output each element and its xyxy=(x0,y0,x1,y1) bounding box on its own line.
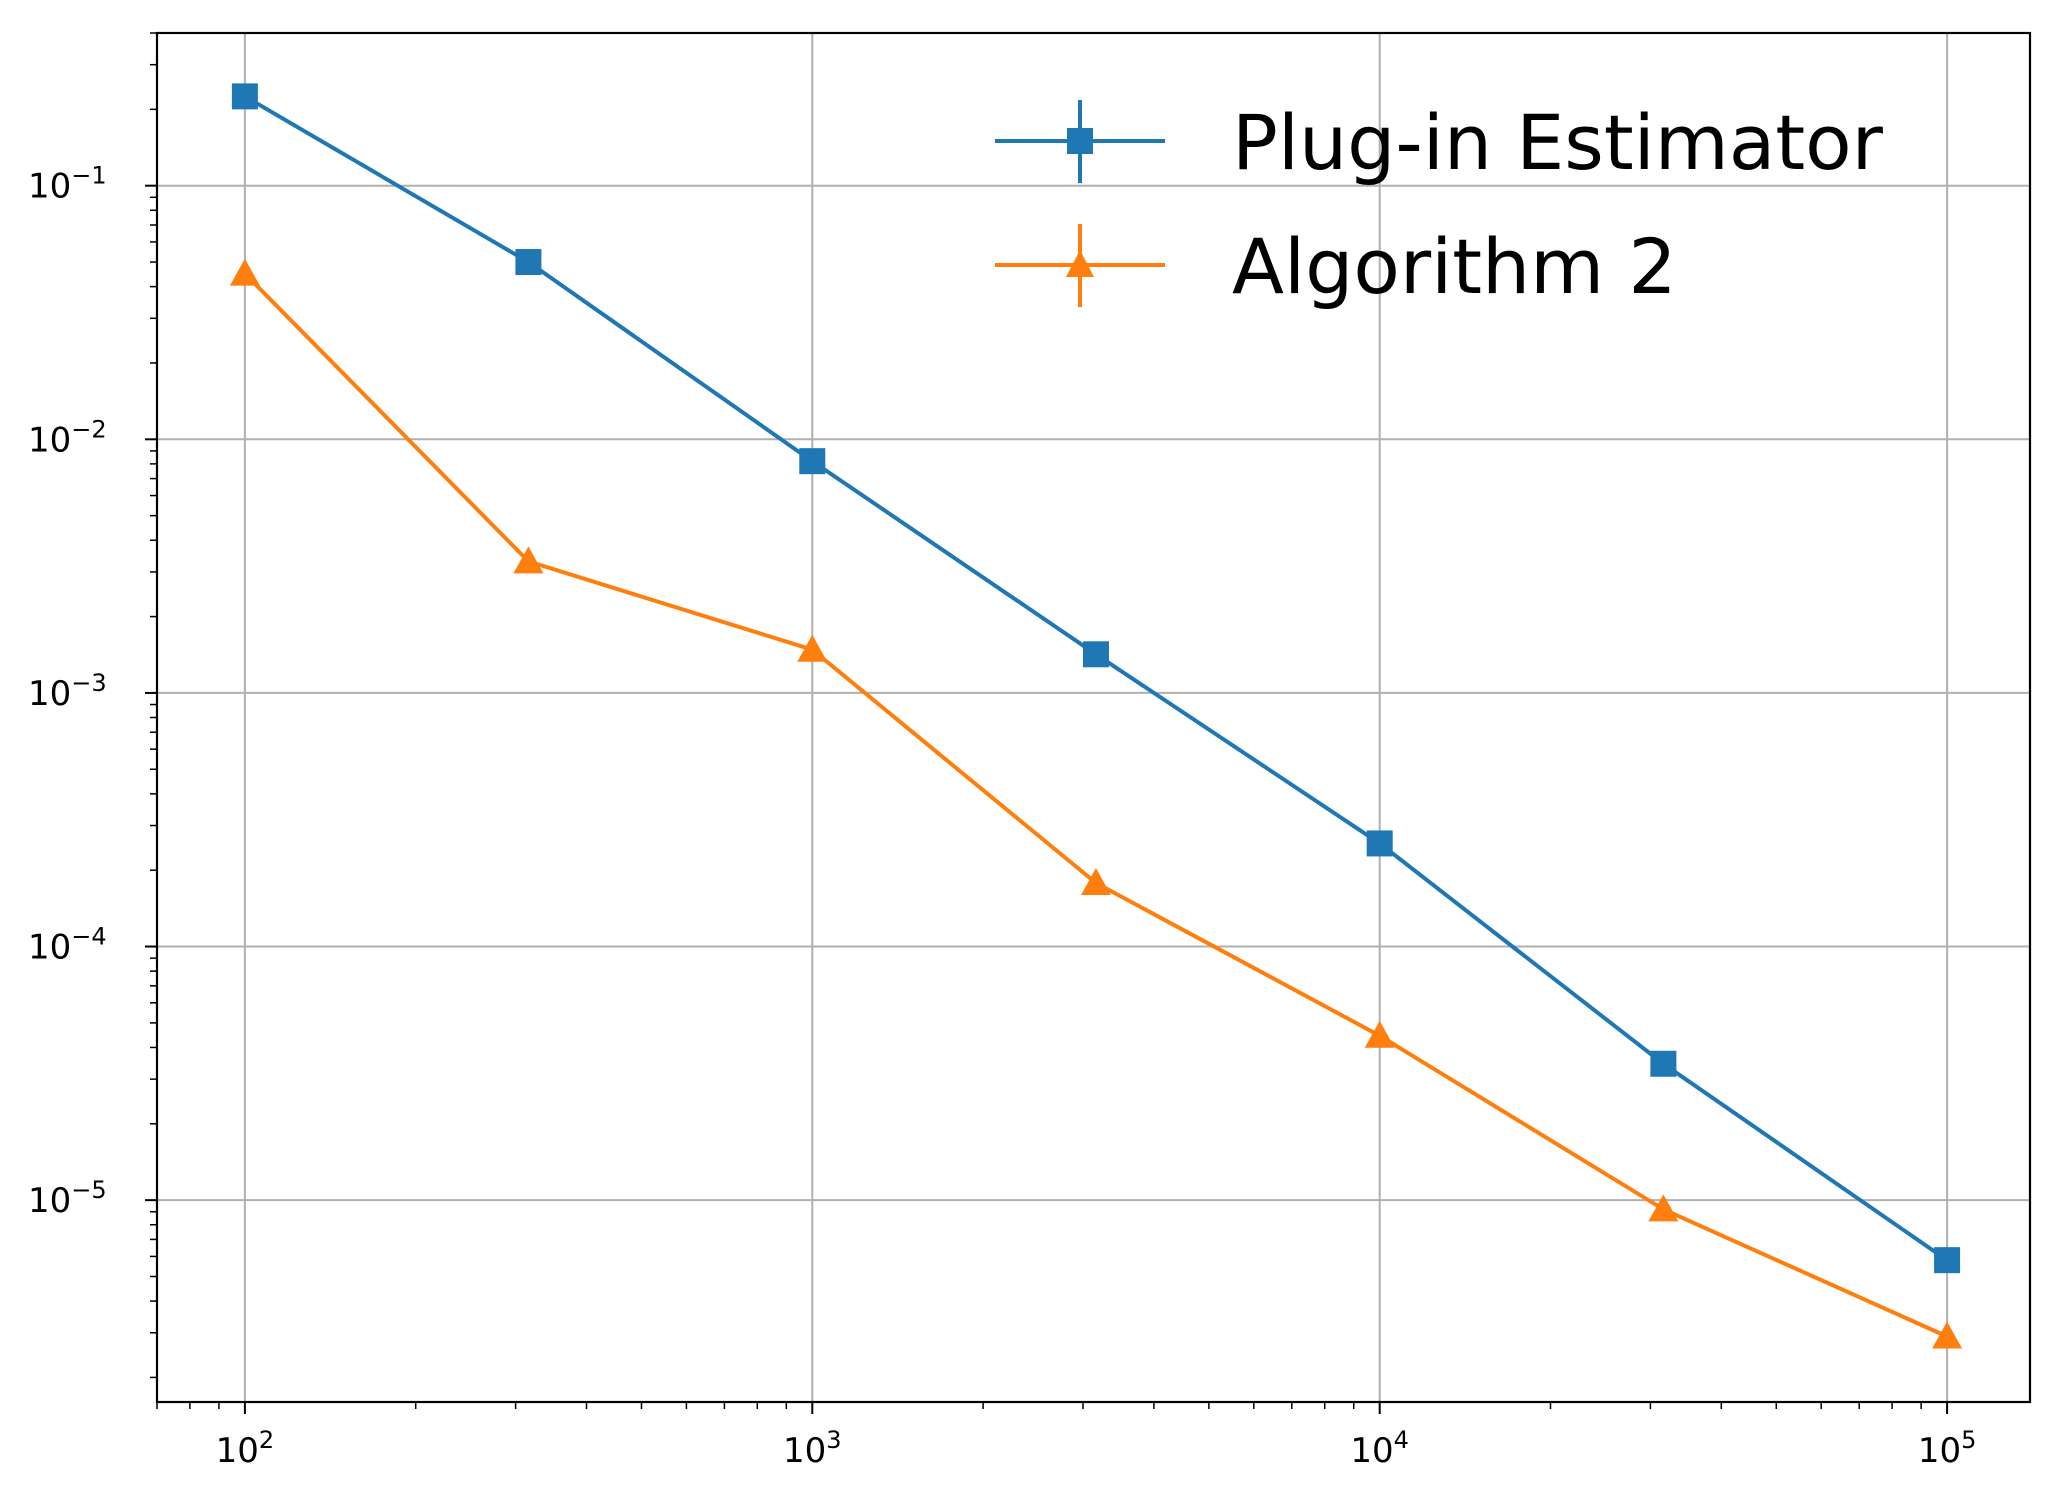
data-point-square xyxy=(515,249,542,276)
x-tick-label: 103 xyxy=(783,1426,842,1471)
plot-frame xyxy=(155,31,2032,1404)
x-tick-label: 105 xyxy=(1918,1426,1977,1471)
y-tick-label: 10−2 xyxy=(28,415,107,460)
y-tick-exponent: −5 xyxy=(71,1176,106,1204)
legend-marker-square xyxy=(1067,128,1093,154)
data-point-square xyxy=(1650,1050,1677,1077)
x-tick-base: 10 xyxy=(1918,1431,1961,1471)
y-tick-exponent: −2 xyxy=(71,415,106,443)
x-tick-exponent: 5 xyxy=(1961,1426,1976,1454)
legend-marker-triangle xyxy=(1066,250,1094,277)
series-line xyxy=(243,272,1948,1339)
legend-entry-algorithm-2: Algorithm 2 xyxy=(995,222,1677,311)
data-point-triangle xyxy=(1648,1194,1679,1222)
grid xyxy=(157,33,2030,1402)
y-tick-label: 10−1 xyxy=(28,162,107,207)
x-tick-base: 10 xyxy=(1350,1431,1393,1471)
legend: Plug-in Estimator Algorithm 2 xyxy=(995,98,1884,311)
y-tick-label: 10−5 xyxy=(28,1176,107,1221)
legend-entry-plug-in: Plug-in Estimator xyxy=(995,98,1884,187)
y-tick-exponent: −1 xyxy=(71,162,106,190)
data-point-square xyxy=(799,448,826,475)
data-point-square xyxy=(1366,830,1393,857)
x-tick-base: 10 xyxy=(216,1431,259,1471)
legend-label-plug-in: Plug-in Estimator xyxy=(1232,98,1884,187)
data-point-triangle xyxy=(797,634,828,662)
x-tick-exponent: 3 xyxy=(826,1426,841,1454)
y-tick-base: 10 xyxy=(28,928,71,968)
data-point-square xyxy=(1082,641,1109,668)
data-point-triangle xyxy=(1932,1321,1963,1349)
y-tick-label: 10−3 xyxy=(28,669,107,714)
data-point-triangle xyxy=(229,258,260,286)
x-tick-label: 102 xyxy=(216,1426,275,1471)
y-tick-base: 10 xyxy=(28,167,71,207)
series-layer xyxy=(229,83,1963,1349)
data-point-square xyxy=(1934,1247,1961,1274)
data-point-triangle xyxy=(513,546,544,574)
y-tick-exponent: −3 xyxy=(71,669,106,697)
x-tick-label: 104 xyxy=(1350,1426,1409,1471)
y-tick-base: 10 xyxy=(28,674,71,714)
y-tick-label: 10−4 xyxy=(28,923,107,968)
y-tick-base: 10 xyxy=(28,1181,71,1221)
x-tick-exponent: 4 xyxy=(1394,1426,1409,1454)
legend-label-algorithm-2: Algorithm 2 xyxy=(1232,222,1677,311)
x-tick-exponent: 2 xyxy=(259,1426,274,1454)
series-algorithm-2 xyxy=(229,258,1963,1349)
data-point-square xyxy=(231,83,258,110)
series-line xyxy=(243,94,1949,1262)
x-tick-base: 10 xyxy=(783,1431,826,1471)
data-point-triangle xyxy=(1364,1020,1395,1048)
y-tick-base: 10 xyxy=(28,420,71,460)
y-tick-exponent: −4 xyxy=(71,923,106,951)
series-plug-in-estimator xyxy=(231,83,1961,1274)
data-point-triangle xyxy=(1080,868,1111,896)
